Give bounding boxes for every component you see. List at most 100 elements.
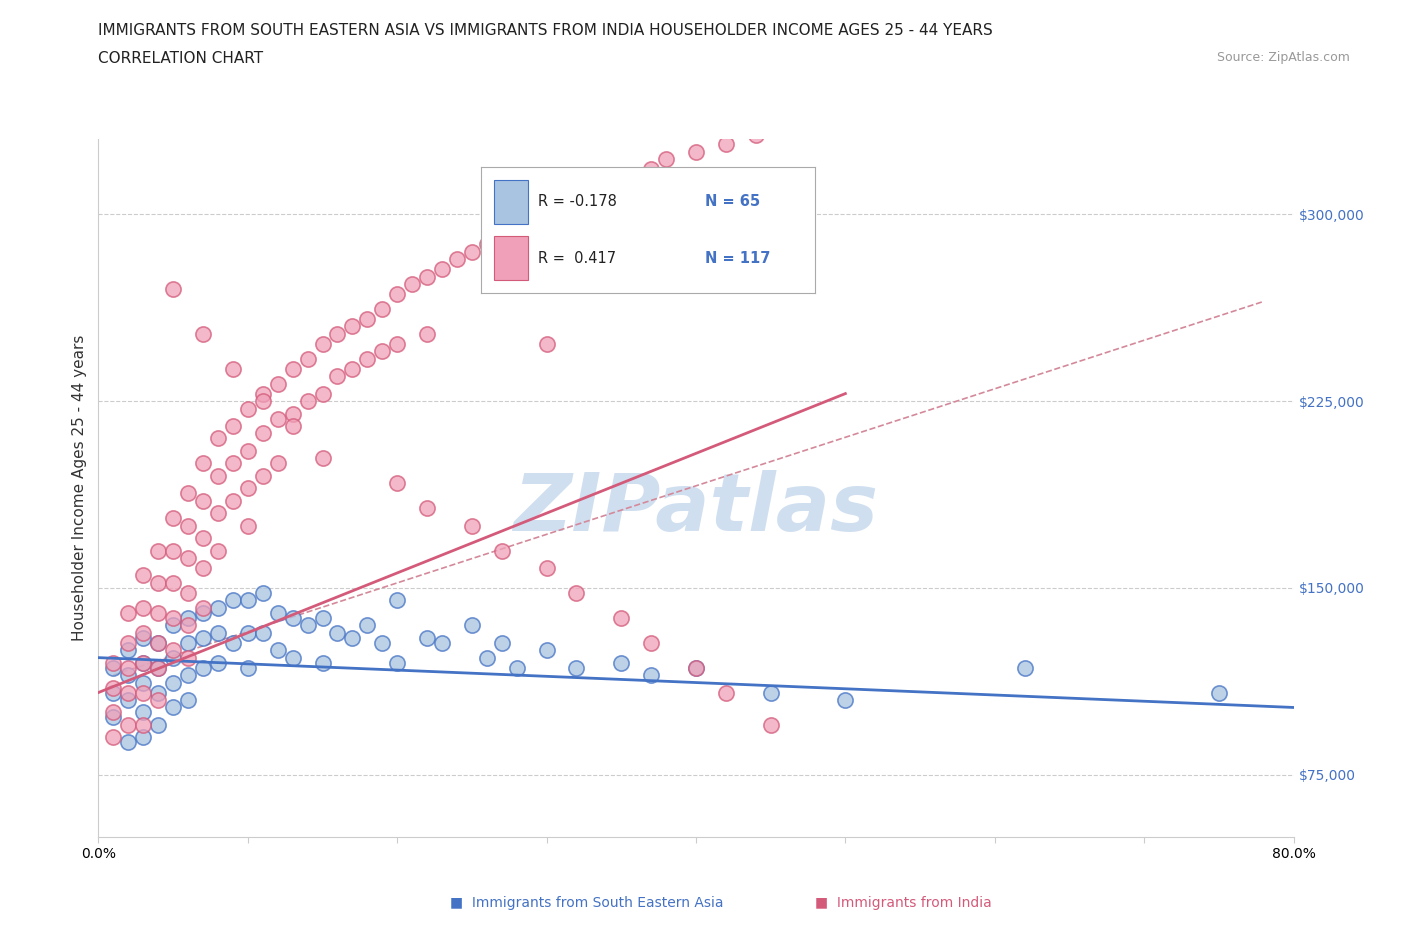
Text: ZIPatlas: ZIPatlas: [513, 471, 879, 548]
Point: [148, 605, 170, 620]
Point: [759, 685, 782, 700]
Point: [908, 95, 931, 110]
Point: [207, 431, 229, 445]
Point: [191, 456, 214, 471]
Point: [356, 352, 378, 366]
Point: [342, 631, 364, 645]
Point: [162, 618, 184, 632]
Y-axis label: Householder Income Ages 25 - 44 years: Householder Income Ages 25 - 44 years: [72, 335, 87, 642]
Point: [177, 485, 200, 500]
Point: [222, 635, 245, 650]
Point: [252, 625, 274, 640]
Point: [953, 87, 976, 102]
Point: [371, 301, 394, 316]
Point: [103, 680, 125, 695]
Point: [236, 593, 259, 608]
Point: [103, 685, 125, 700]
Point: [177, 618, 200, 632]
Text: ■  Immigrants from India: ■ Immigrants from India: [815, 896, 993, 910]
Point: [236, 518, 259, 533]
Text: ■  Immigrants from South Eastern Asia: ■ Immigrants from South Eastern Asia: [450, 896, 724, 910]
Point: [834, 107, 856, 122]
Point: [222, 493, 245, 508]
Point: [177, 693, 200, 708]
Point: [714, 685, 737, 700]
Point: [461, 245, 484, 259]
Point: [1014, 660, 1036, 675]
Point: [103, 705, 125, 720]
Point: [177, 668, 200, 683]
Point: [326, 625, 349, 640]
Point: [1208, 685, 1230, 700]
Point: [162, 643, 184, 658]
Point: [311, 386, 333, 401]
Point: [191, 631, 214, 645]
Point: [177, 518, 200, 533]
Point: [581, 177, 603, 192]
Point: [1014, 77, 1036, 92]
Point: [117, 735, 139, 750]
Point: [385, 656, 409, 671]
Point: [103, 660, 125, 675]
Point: [132, 656, 155, 671]
Point: [132, 625, 155, 640]
Point: [385, 286, 409, 301]
Point: [236, 625, 259, 640]
Point: [356, 618, 378, 632]
Point: [267, 456, 290, 471]
Point: [446, 252, 468, 267]
Point: [103, 656, 125, 671]
Point: [759, 717, 782, 732]
Point: [252, 386, 274, 401]
Point: [148, 635, 170, 650]
Point: [371, 635, 394, 650]
Point: [103, 730, 125, 745]
Point: [565, 586, 588, 601]
Point: [297, 393, 319, 408]
Point: [117, 643, 139, 658]
Point: [281, 650, 304, 665]
Point: [148, 693, 170, 708]
Point: [610, 610, 633, 625]
Point: [267, 411, 290, 426]
Point: [177, 650, 200, 665]
Point: [430, 635, 453, 650]
Point: [506, 660, 529, 675]
Point: [536, 643, 558, 658]
Point: [177, 551, 200, 565]
Point: [804, 113, 827, 127]
Point: [506, 219, 529, 234]
Point: [342, 319, 364, 334]
Point: [356, 312, 378, 326]
Point: [162, 675, 184, 690]
Point: [385, 593, 409, 608]
Point: [311, 656, 333, 671]
Point: [565, 187, 588, 202]
Point: [103, 710, 125, 724]
Point: [252, 469, 274, 484]
Point: [385, 476, 409, 491]
Point: [132, 656, 155, 671]
Point: [491, 227, 513, 242]
Point: [222, 418, 245, 433]
Point: [148, 635, 170, 650]
Point: [162, 610, 184, 625]
Point: [252, 426, 274, 441]
Point: [236, 481, 259, 496]
Point: [162, 576, 184, 591]
Point: [252, 586, 274, 601]
Point: [236, 660, 259, 675]
Point: [222, 593, 245, 608]
Point: [640, 668, 662, 683]
Point: [148, 543, 170, 558]
Point: [148, 576, 170, 591]
Point: [148, 717, 170, 732]
Point: [162, 282, 184, 297]
Point: [191, 601, 214, 616]
Point: [191, 660, 214, 675]
Point: [132, 675, 155, 690]
Point: [117, 660, 139, 675]
Point: [177, 586, 200, 601]
Point: [565, 660, 588, 675]
Point: [281, 361, 304, 376]
